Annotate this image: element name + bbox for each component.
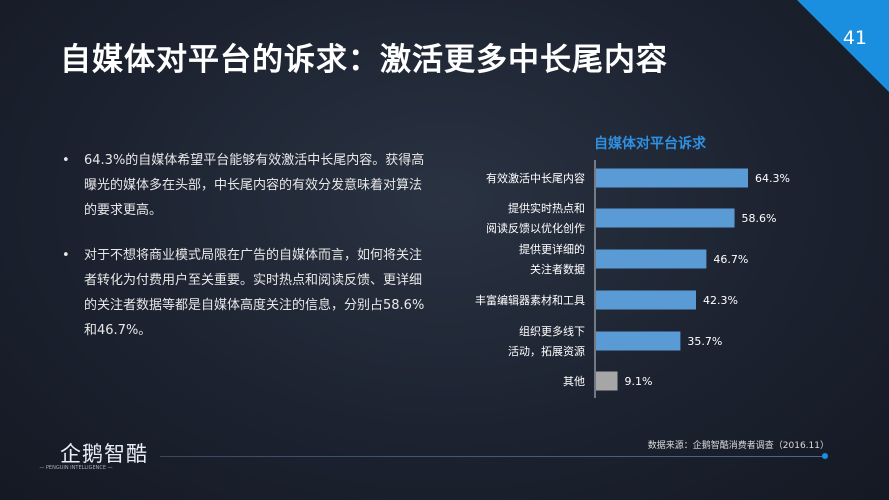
bullet-text: 64.3%的自媒体希望平台能够有效激活中长尾内容。获得高曝光的媒体多在头部，中长… <box>84 153 425 218</box>
bullet-text: 对于不想将商业模式局限在广告的自媒体而言，如何将关注者转化为付费用户至关重要。实… <box>84 248 425 338</box>
bar-value-label: 35.7% <box>687 335 722 348</box>
bar-value-label: 42.3% <box>703 294 738 307</box>
category-label: 其他 <box>563 375 585 388</box>
category-label: 提供实时热点和 <box>508 201 585 215</box>
bar-value-label: 64.3% <box>755 172 790 185</box>
category-label: 组织更多线下 <box>519 324 585 338</box>
bar <box>596 249 707 269</box>
bar <box>596 168 748 188</box>
logo: 企鹅智酷 <box>60 442 148 466</box>
footer-divider <box>160 456 824 457</box>
category-label: 提供更详细的 <box>519 242 585 256</box>
category-label: 有效激活中长尾内容 <box>486 171 585 185</box>
bar <box>596 371 618 391</box>
page-title: 自媒体对平台的诉求：激活更多中长尾内容 <box>60 42 668 78</box>
category-label: 丰富编辑器素材和工具 <box>475 293 585 307</box>
bar <box>596 208 735 228</box>
corner-badge <box>797 0 889 92</box>
bullet-marker: • <box>62 248 70 263</box>
category-label: 活动，拓展资源 <box>508 344 585 358</box>
data-source: 数据来源：企鹅智酷消费者调查（2016.11） <box>647 441 829 451</box>
bar-value-label: 58.6% <box>742 212 777 225</box>
category-label: 阅读反馈以优化创作 <box>486 221 585 235</box>
category-label: 关注者数据 <box>530 262 585 276</box>
bullet-marker: • <box>62 153 70 168</box>
chart-title: 自媒体对平台诉求 <box>594 136 706 152</box>
bar <box>596 290 696 310</box>
bar-value-label: 46.7% <box>713 253 748 266</box>
bar <box>596 331 681 351</box>
bullet-1: • 64.3%的自媒体希望平台能够有效激活中长尾内容。获得高曝光的媒体多在头部，… <box>62 148 434 223</box>
footer-dot <box>822 453 828 459</box>
bar-value-label: 9.1% <box>625 375 653 388</box>
page-number: 41 <box>842 27 867 49</box>
logo-subtitle: — PENGUIN INTELLIGENCE — <box>39 465 113 471</box>
bullet-2: • 对于不想将商业模式局限在广告的自媒体而言，如何将关注者转化为付费用户至关重要… <box>62 243 434 343</box>
